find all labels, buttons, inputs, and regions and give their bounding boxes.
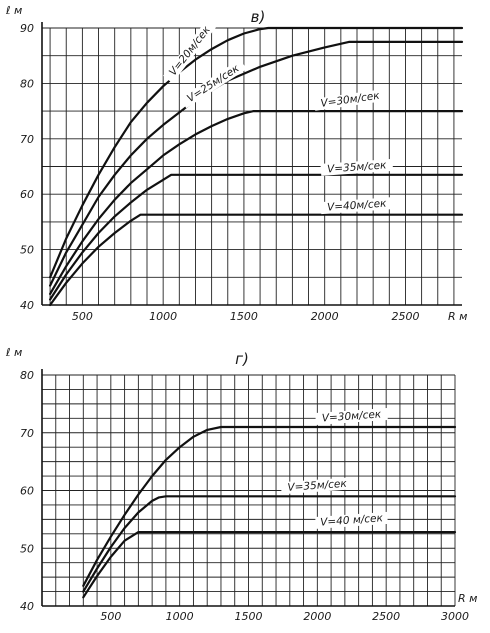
y-tick-label: 80 [20,77,34,90]
series-label-background [315,407,388,425]
series-label-background [280,477,354,495]
y-tick-label: 80 [20,369,34,382]
y-tick-label: 50 [20,542,34,555]
y-tick-label: 70 [20,427,34,440]
series-line-2 [82,531,457,599]
x-tick-label: 500 [72,310,93,323]
series-label-background [162,19,217,84]
series-line-1 [82,495,457,593]
series-line-1 [49,40,464,287]
chart-panel-g: 40 50 60 70 80 500 1000 1500 2000 2500 3000 ℓ м R м г… [5,346,477,623]
y-tick-label: 50 [20,244,34,257]
series-label: V=40м/сек [327,198,388,214]
y-tick-label: 70 [20,133,34,146]
y-axis-label: ℓ м [5,346,22,359]
series-label: V=40 м/сек [320,512,384,528]
series-label-background [320,197,394,215]
series-label-background [320,158,394,176]
y-tick-label: 60 [20,188,34,201]
y-axis-label: ℓ м [5,4,22,17]
x-tick-label: 2000 [303,610,331,623]
series-label-background [313,88,387,111]
series-label: V=35м/сек [327,159,388,175]
x-tick-label: 2500 [391,310,419,323]
grid [41,374,456,607]
x-tick-label: 3000 [441,610,469,623]
y-tick-label: 40 [20,299,34,312]
x-tick-label: 1000 [166,610,194,623]
series-label: V=35м/сек [287,478,348,494]
x-tick-label: 2500 [372,610,400,623]
series-label: V=20м/сек [167,23,213,78]
x-tick-label: 1500 [235,610,263,623]
x-axis-label: R м [448,310,467,323]
x-tick-label: 2000 [311,310,339,323]
x-axis-label: R м [458,592,477,605]
y-tick-label: 90 [20,22,34,35]
series-label: V=30м/сек [320,90,381,110]
series-line-2 [49,110,464,295]
series-line-4 [49,213,464,307]
series-label-background [315,511,388,529]
x-tick-label: 1500 [230,310,258,323]
x-tick-label: 1000 [149,310,177,323]
y-tick-label: 40 [20,600,34,613]
series-label-background [179,59,247,109]
panel-label: г) [235,350,249,368]
series-line-0 [82,425,457,587]
series-line-0 [49,26,464,279]
series-line-3 [49,173,464,301]
y-tick-label: 60 [20,485,34,498]
chart-panel-v: 40 50 60 70 80 90 500 1000 1500 2000 2500 ℓ м R м в) V… [5,4,467,323]
x-tick-label: 500 [100,610,121,623]
series-label: V=30м/сек [321,408,382,424]
panel-label: в) [251,8,266,26]
